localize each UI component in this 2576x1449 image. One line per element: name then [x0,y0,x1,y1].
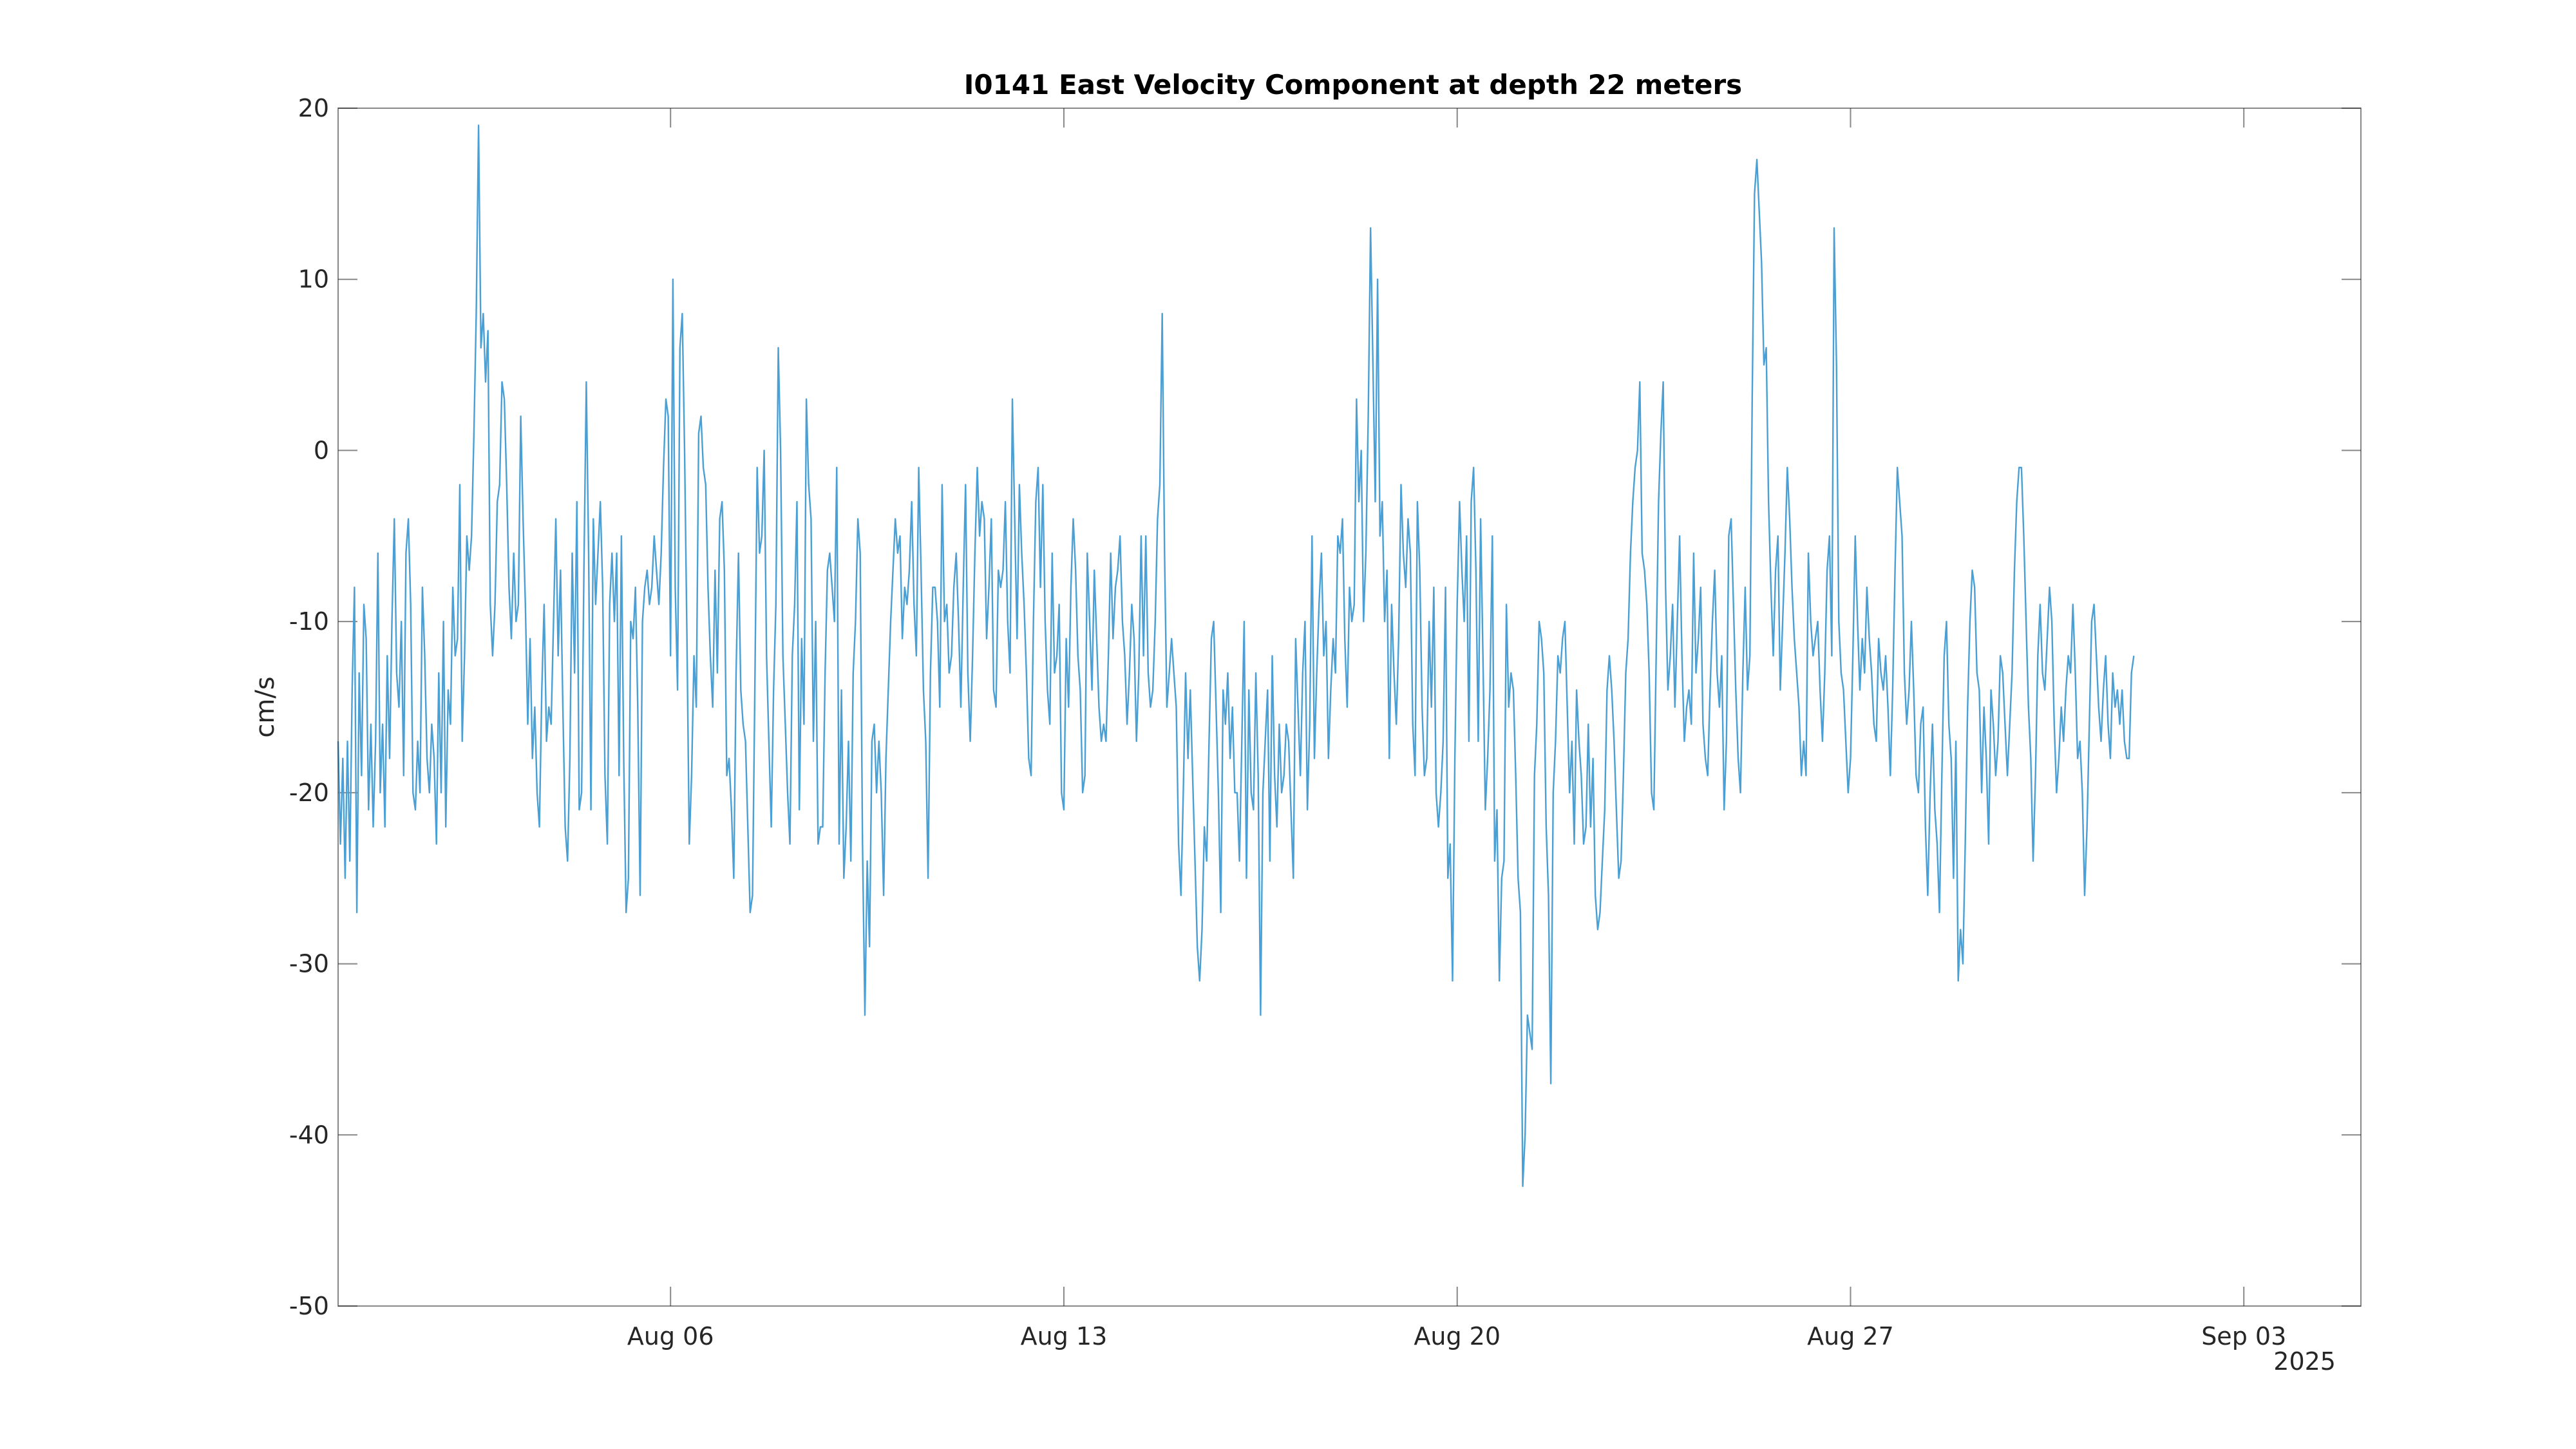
x-tick-label: Aug 13 [1021,1322,1108,1350]
x-year-label: 2025 [2273,1347,2336,1376]
x-tick-label: Sep 03 [2201,1322,2286,1350]
y-tick-label: -10 [289,607,329,636]
y-tick-label: -40 [289,1121,329,1149]
x-axis-ticks: Aug 06 Aug 13 Aug 20 Aug 27 Sep 03 [627,108,2286,1350]
x-tick-label: Aug 06 [627,1322,714,1350]
x-tick-label: Aug 20 [1414,1322,1501,1350]
y-axis-label: cm/s [251,676,280,737]
y-tick-label: -20 [289,779,329,807]
plot-area-frame [337,108,2362,1307]
x-tick-label: Aug 27 [1807,1322,1894,1350]
y-tick-label: 10 [298,265,329,294]
y-axis-ticks: 20 10 0 -10 -20 -30 -40 -50 [289,94,2361,1320]
series-line [337,124,2135,1188]
y-tick-label: 20 [298,94,329,122]
y-tick-label: -30 [289,950,329,978]
chart-title: I0141 East Velocity Component at depth 2… [964,69,1742,100]
y-tick-label: -50 [289,1292,329,1320]
y-tick-label: 0 [314,436,329,464]
